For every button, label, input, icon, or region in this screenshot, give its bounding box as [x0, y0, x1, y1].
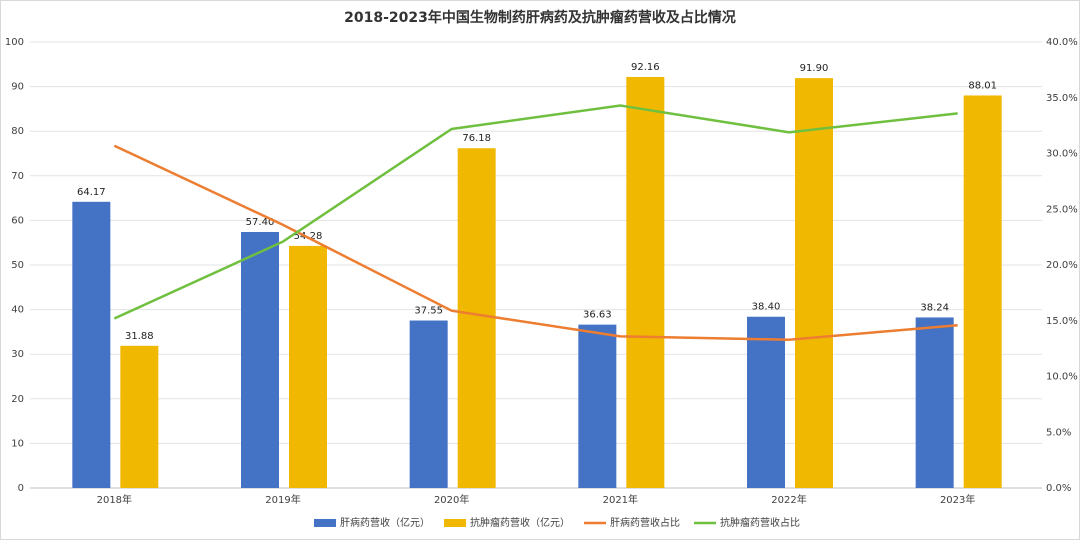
y2-tick-label: 35.0% [1046, 93, 1078, 104]
bar [120, 345, 159, 488]
bar-value-label: 92.16 [631, 62, 660, 73]
bar-value-label: 91.90 [800, 63, 829, 74]
x-tick-label: 2019年 [265, 493, 300, 506]
bar-value-label: 64.17 [77, 187, 106, 198]
x-tick-label: 2018年 [97, 493, 132, 506]
bar [289, 245, 327, 488]
y-tick-label: 10 [11, 438, 24, 449]
legend-label: 肝病药营收占比 [610, 516, 680, 529]
y-tick-label: 30 [11, 349, 24, 360]
bar [626, 76, 665, 488]
bar [963, 95, 1002, 488]
chart-title: 2018-2023年中国生物制药肝病药及抗肿瘤药营收及占比情况 [344, 9, 736, 26]
bar-value-label: 38.24 [920, 302, 949, 313]
y-tick-label: 70 [11, 171, 24, 182]
y-tick-label: 40 [11, 305, 24, 316]
y-tick-label: 90 [11, 82, 24, 93]
bar [457, 148, 496, 489]
y-tick-label: 80 [11, 126, 24, 137]
legend-label: 抗肿瘤药营收（亿元） [470, 516, 570, 529]
bar [578, 324, 617, 488]
bar [409, 320, 448, 488]
y2-tick-label: 15.0% [1046, 316, 1078, 327]
line-series [113, 104, 958, 320]
y2-tick-label: 25.0% [1046, 204, 1078, 215]
legend-swatch [314, 519, 336, 527]
y2-tick-label: 5.0% [1046, 427, 1071, 438]
y2-tick-label: 0.0% [1046, 483, 1071, 494]
bar [915, 317, 954, 488]
bar-value-label: 88.01 [968, 80, 997, 91]
y-tick-label: 50 [11, 260, 24, 271]
y2-tick-label: 40.0% [1046, 37, 1078, 48]
bar-value-label: 31.88 [125, 331, 154, 342]
y2-tick-label: 10.0% [1046, 372, 1078, 383]
bar [72, 201, 111, 488]
line-series [113, 144, 958, 341]
bar-value-label: 36.63 [583, 310, 612, 321]
legend-label: 抗肿瘤药营收占比 [720, 516, 800, 529]
x-tick-label: 2020年 [434, 493, 469, 506]
x-tick-label: 2023年 [940, 493, 975, 506]
bar [747, 316, 785, 488]
legend-label: 肝病药营收（亿元） [340, 516, 430, 529]
x-tick-label: 2022年 [771, 493, 806, 506]
bar-value-label: 38.40 [752, 302, 781, 313]
bar-value-label: 76.18 [462, 133, 491, 144]
bar-value-label: 57.40 [246, 217, 275, 228]
y-tick-label: 20 [11, 394, 24, 405]
bar-value-label: 37.55 [414, 306, 443, 317]
y-tick-label: 0 [18, 483, 24, 494]
y2-tick-label: 30.0% [1046, 149, 1078, 160]
y2-tick-label: 20.0% [1046, 260, 1078, 271]
bar [795, 78, 833, 488]
y-tick-label: 100 [5, 37, 24, 48]
x-tick-label: 2021年 [603, 493, 638, 506]
legend-swatch [444, 519, 466, 527]
bar [241, 231, 279, 488]
y-tick-label: 60 [11, 215, 24, 226]
